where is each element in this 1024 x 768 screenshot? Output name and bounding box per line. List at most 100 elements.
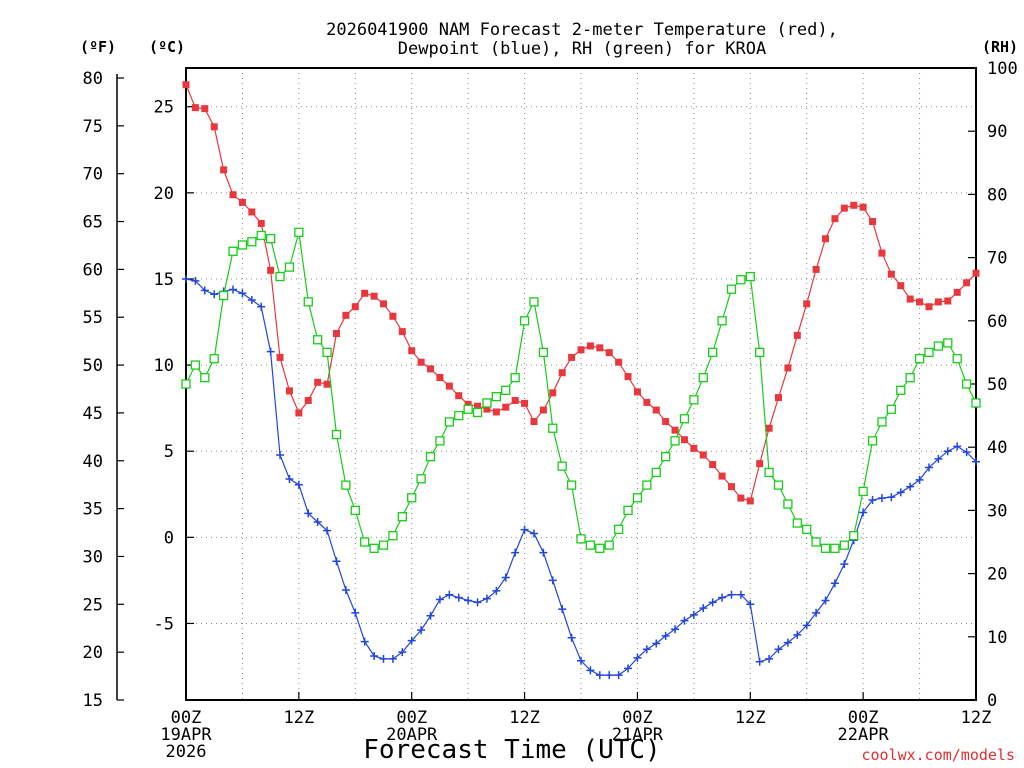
data-point [717,316,727,326]
data-point [887,493,896,502]
data-point [445,382,453,390]
rh-tick-label: 50 [987,375,1007,395]
x-tick-label: 00Z [396,708,427,728]
data-point [464,400,472,408]
fahrenheit-tick-label: 30 [83,547,103,567]
data-point [906,295,914,303]
data-point [566,480,577,490]
data-point [209,354,219,364]
data-point [830,543,840,553]
data-point [397,512,407,522]
data-point [567,633,576,642]
data-point [614,671,623,680]
data-point [492,408,500,416]
data-point [398,648,407,657]
data-point [379,654,388,663]
fahrenheit-tick-label: 75 [83,117,103,137]
fahrenheit-tick-label: 80 [83,69,103,89]
x-tick-label: 12Z [735,708,766,728]
credit-link[interactable]: coolwx.com/models [861,746,1015,764]
data-point [247,296,256,305]
data-point [501,573,510,582]
data-point [577,346,585,354]
data-point [417,358,425,366]
data-point [361,289,369,297]
data-point [745,271,755,282]
data-point [596,344,604,352]
data-point [822,235,830,243]
data-point [200,286,209,295]
data-point [313,335,323,345]
fahrenheit-tick-label: 15 [83,691,103,711]
data-point [943,338,953,348]
celsius-tick-label: 20 [154,184,174,204]
data-point [869,218,877,226]
data-point [718,593,727,602]
data-point [331,429,342,440]
data-point [651,467,661,478]
rh-tick-label: 90 [987,122,1007,142]
data-point [568,353,576,361]
data-point [181,379,191,389]
data-point [604,540,614,550]
data-point [585,540,596,550]
data-point [577,656,585,665]
data-point [831,215,839,223]
fahrenheit-tick-label: 35 [83,500,103,520]
x-tick-label: 00Z [848,708,879,728]
data-point [304,396,312,404]
x-tick-label: 19APR [160,725,212,745]
data-point [972,457,980,466]
data-point [407,636,416,645]
data-point [839,540,849,550]
data-point [830,579,839,588]
celsius-tick-label: 10 [154,356,174,376]
data-point [821,596,830,605]
data-point [765,424,773,432]
data-point [380,300,387,308]
data-point [313,518,322,527]
data-point [953,442,962,451]
data-point [624,664,633,673]
data-point [952,354,962,364]
data-point [746,497,754,505]
data-point [341,585,350,594]
data-point [228,246,238,256]
data-point [519,316,530,326]
data-point [775,394,782,402]
data-point [793,630,802,639]
rh-tick-label: 0 [987,691,997,711]
data-point [595,543,605,553]
rh-tick-label: 10 [987,628,1007,648]
fahrenheit-tick-label: 50 [83,356,103,376]
data-point [944,297,952,305]
data-point [896,385,906,395]
data-point [963,279,971,287]
data-point [943,447,952,456]
data-point [464,596,473,605]
data-point [539,548,548,557]
data-point [671,426,679,434]
data-point [370,651,379,660]
data-point [426,611,435,620]
data-point [483,405,491,413]
data-point [463,404,473,414]
data-point [595,671,604,680]
data-point [699,451,707,459]
data-point [896,488,905,497]
fahrenheit-tick-label: 70 [83,165,103,185]
data-point [877,494,886,503]
data-point [276,451,285,460]
data-point [660,452,671,462]
data-point [238,198,246,206]
data-point [502,403,510,411]
data-point [389,312,397,320]
data-point [190,360,201,370]
data-point [803,300,811,308]
celsius-tick-label: -5 [154,614,174,634]
data-point [615,358,623,366]
data-point [473,598,482,607]
data-point [444,417,454,427]
data-point [548,576,557,585]
